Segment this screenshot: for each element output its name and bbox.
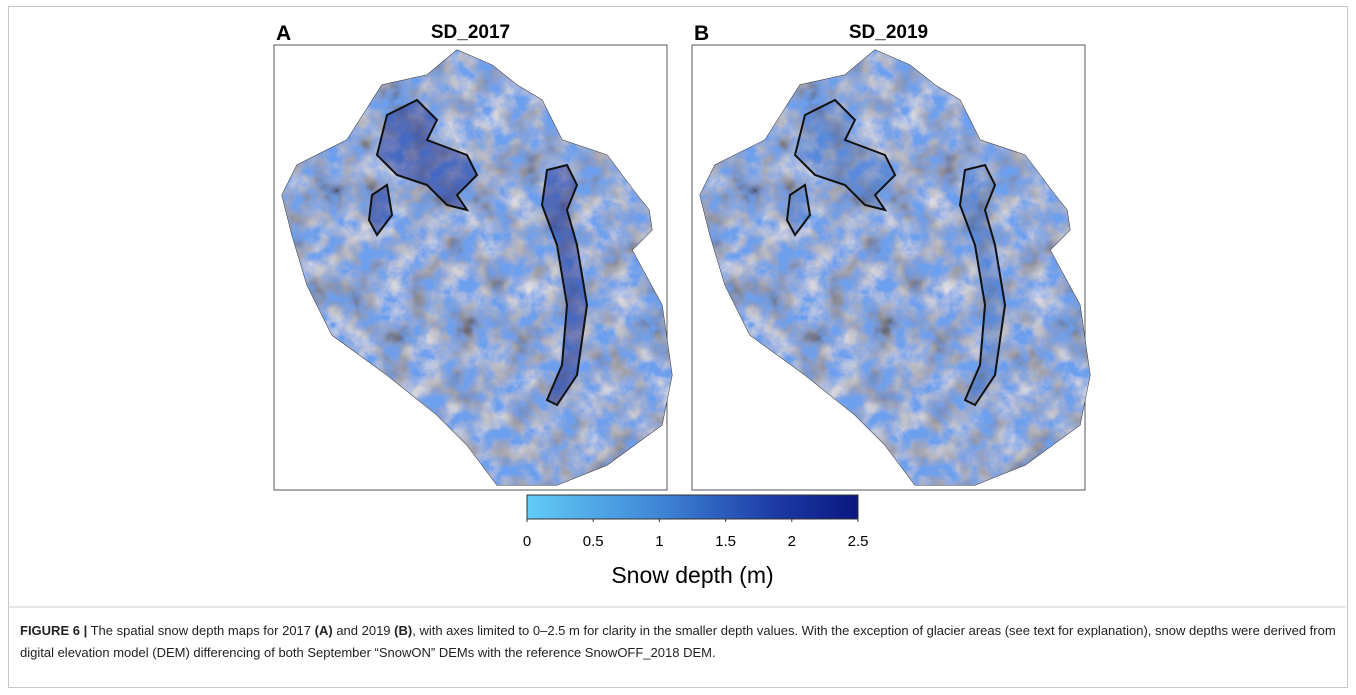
colorbar-tick-label: 2.5 bbox=[848, 533, 869, 550]
colorbar-tick-label: 0 bbox=[523, 533, 531, 550]
snow-depth bbox=[282, 50, 672, 485]
figure: A SD_2017 B SD_2019 0 0.5 1 1.5 2 2.5 Snow depth (… bbox=[9, 22, 1346, 608]
colorbar bbox=[526, 494, 859, 520]
map-frame bbox=[273, 44, 668, 491]
glacier-outline bbox=[375, 98, 479, 212]
map-frame bbox=[691, 44, 1086, 491]
figure-frame bbox=[8, 6, 1348, 688]
glacier-outline bbox=[793, 98, 897, 212]
snow-map bbox=[281, 49, 673, 486]
colorbar-tick-label: 1.5 bbox=[715, 533, 736, 550]
panel-letter: B bbox=[694, 22, 709, 45]
caption-part: and 2019 bbox=[336, 623, 391, 638]
panel-title: SD_2017 bbox=[431, 22, 510, 43]
caption-part: The spatial snow depth maps for 2017 bbox=[90, 623, 312, 638]
colorbar-tick-label: 2 bbox=[788, 533, 796, 550]
glacier-outline bbox=[367, 183, 394, 237]
caption-text: The spatial snow depth maps for 2017 (A)… bbox=[20, 623, 1336, 660]
panel-letter: A bbox=[276, 22, 291, 45]
colorbar-tick-label: 1 bbox=[655, 533, 663, 550]
glacier-outline bbox=[785, 183, 812, 237]
snow-depth bbox=[700, 50, 1090, 485]
caption-part: (B) bbox=[394, 623, 413, 638]
panel-title: SD_2019 bbox=[849, 22, 928, 43]
caption-label: FIGURE 6 | bbox=[20, 623, 88, 638]
colorbar-label: Snow depth (m) bbox=[611, 562, 773, 588]
glacier-outline bbox=[540, 163, 589, 407]
caption-part: , with axes limited to 0–2.5 m for clari… bbox=[20, 623, 1336, 660]
snow-map bbox=[699, 49, 1091, 486]
glacier-outline bbox=[958, 163, 1007, 407]
caption: FIGURE 6 | The spatial snow depth maps f… bbox=[20, 620, 1338, 664]
colorbar-tick-label: 0.5 bbox=[583, 533, 604, 550]
caption-part: (A) bbox=[314, 623, 333, 638]
